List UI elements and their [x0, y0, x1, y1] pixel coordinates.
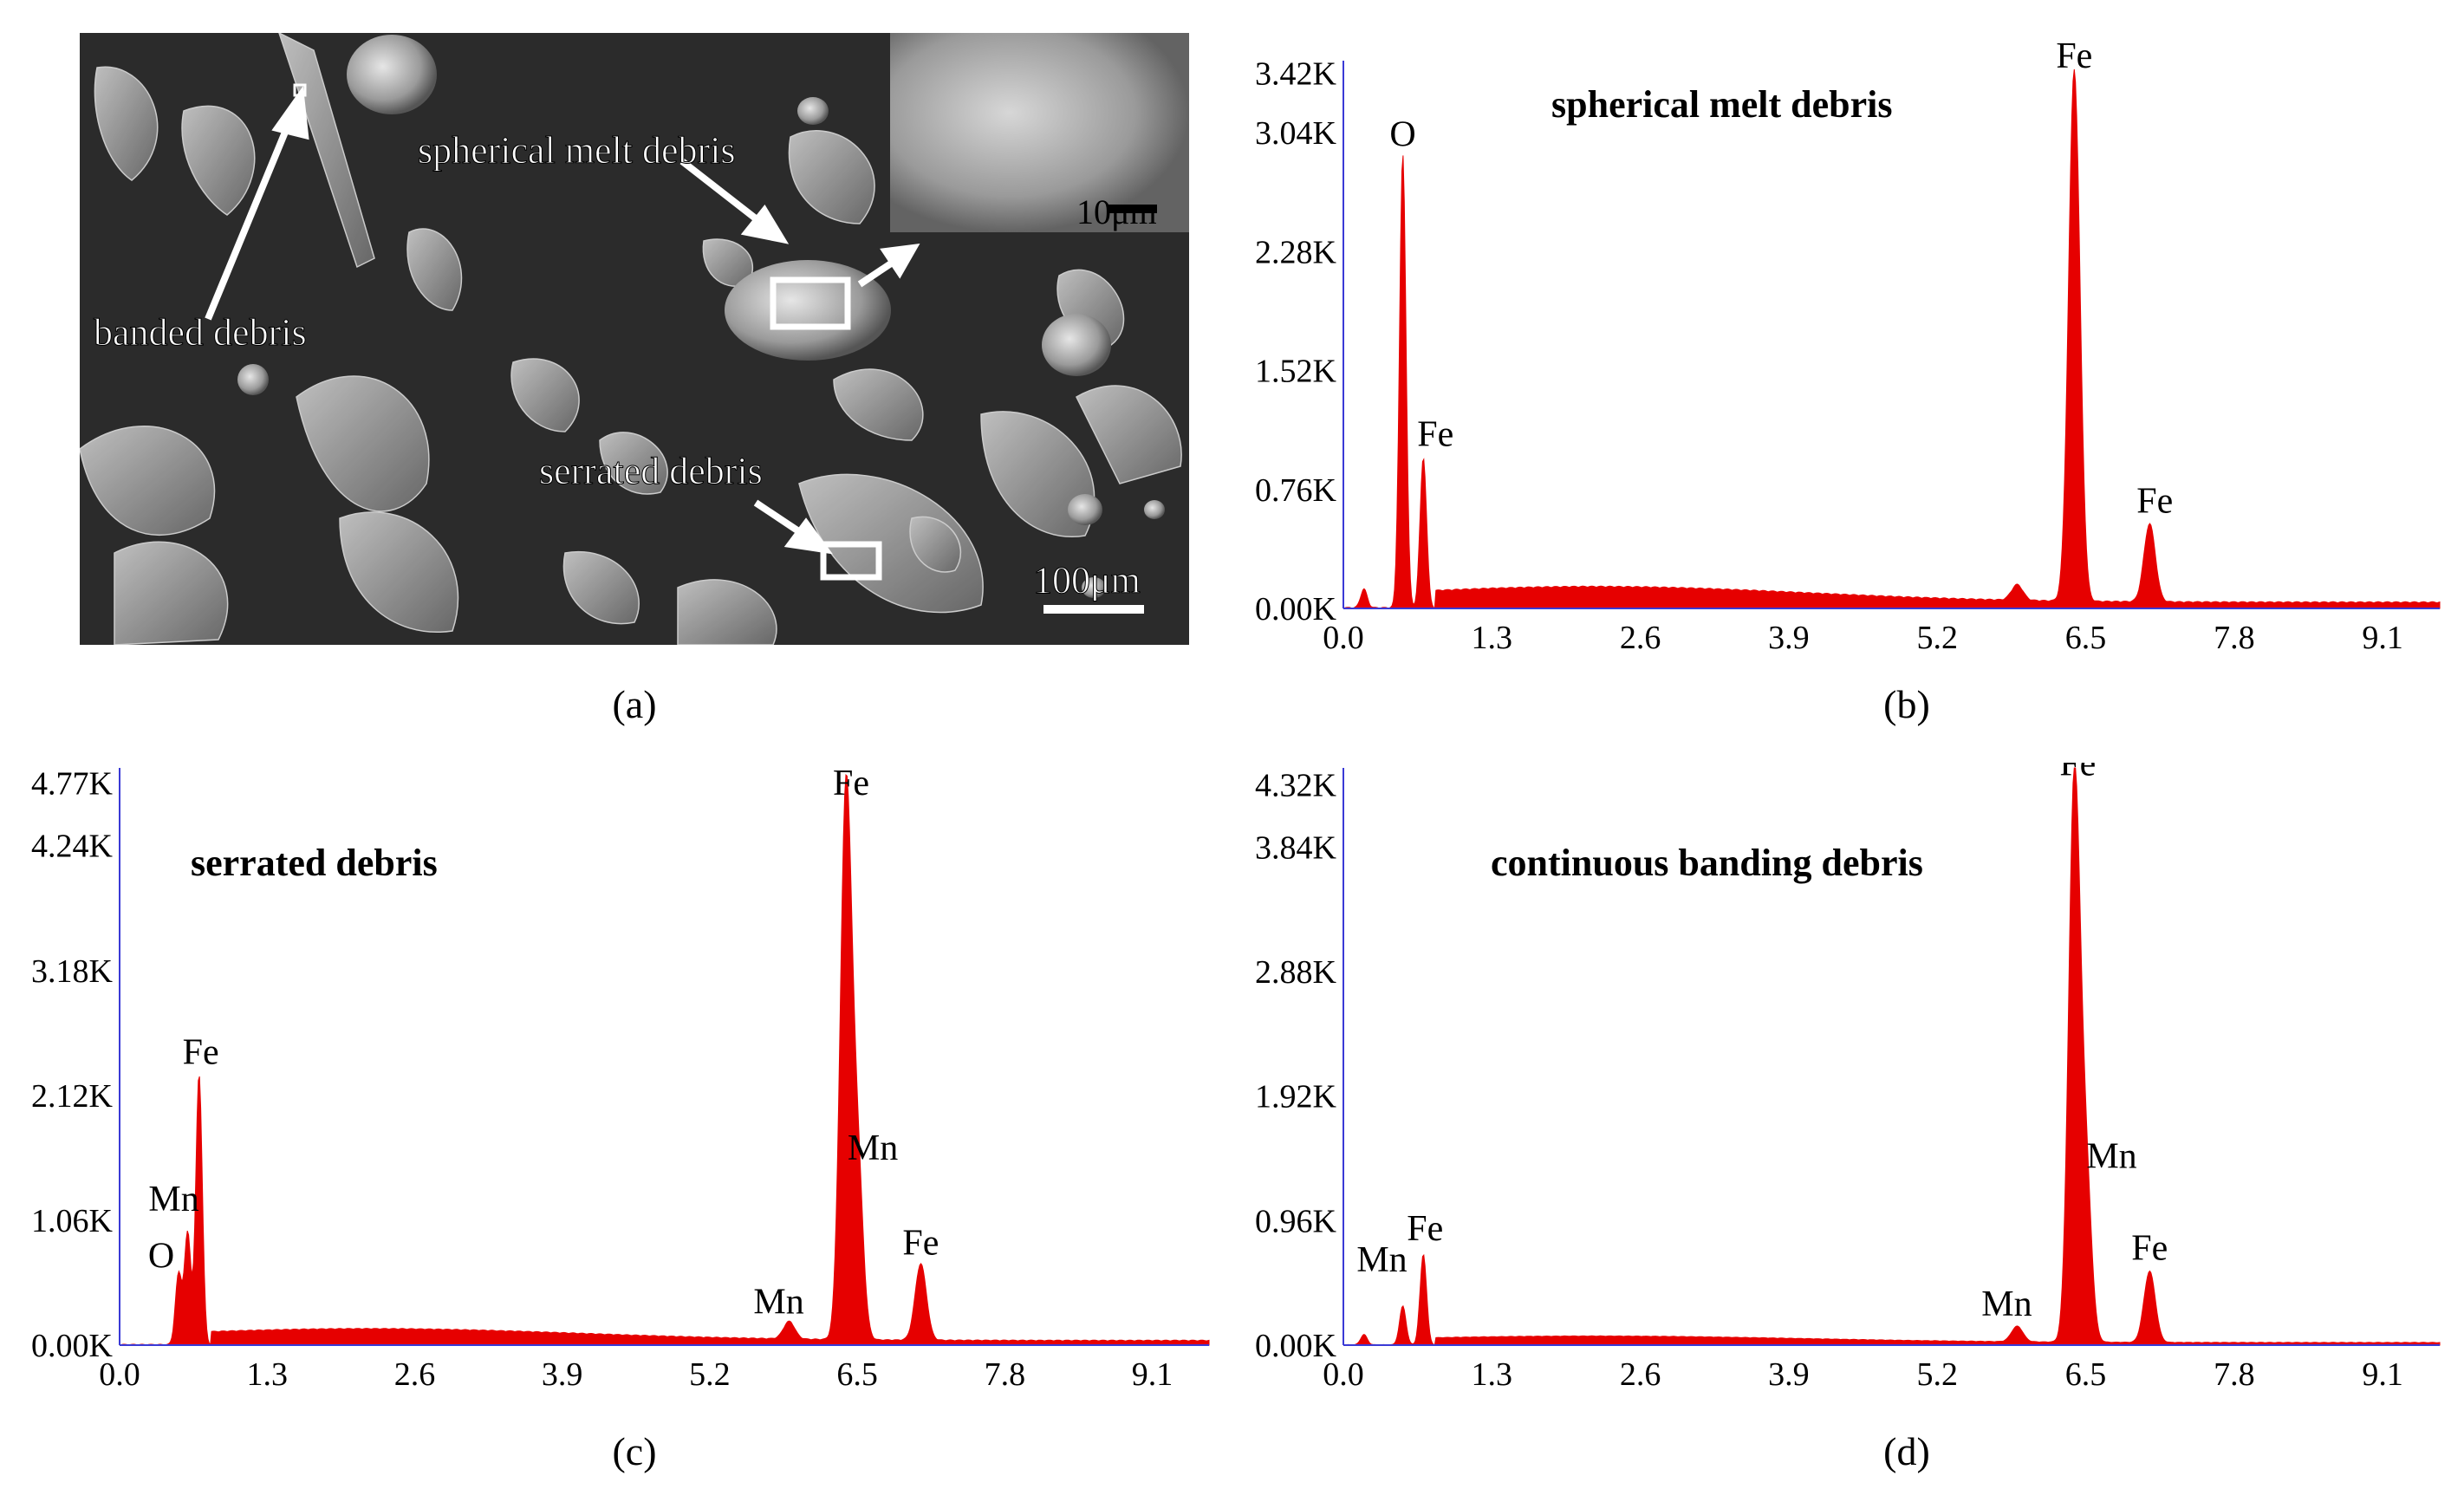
sem-micrograph: spherical melt debris banded debris serr… — [80, 33, 1189, 645]
peak-label: Fe — [902, 1224, 939, 1264]
peak-label: Mn — [1356, 1240, 1407, 1280]
sem-image: spherical melt debris banded debris serr… — [80, 33, 1189, 645]
peak-label: Fe — [1407, 1209, 1443, 1249]
serrated-selection-box — [820, 541, 882, 581]
x-tick-label: 7.8 — [2214, 1356, 2255, 1393]
x-tick-label: 0.0 — [1323, 620, 1364, 656]
x-tick-label: 2.6 — [1620, 620, 1661, 656]
chart-title: spherical melt debris — [1551, 83, 1893, 126]
peak-label: Mn — [1981, 1284, 2032, 1324]
debris-fragments — [80, 33, 1182, 645]
x-tick-label: 6.5 — [836, 1356, 878, 1393]
spherical-selection-box — [770, 276, 851, 330]
x-tick-label: 1.3 — [1472, 620, 1513, 656]
y-tick-label: 4.24K — [31, 829, 114, 865]
inset-scalebar — [1107, 205, 1157, 213]
y-tick-label: 3.42K — [1255, 55, 1337, 92]
y-tick-label: 1.92K — [1255, 1079, 1337, 1115]
y-tick-label: 3.84K — [1255, 829, 1337, 866]
caption-a: (a) — [612, 682, 657, 726]
x-tick-label: 2.6 — [394, 1356, 436, 1393]
y-tick-label: 3.18K — [31, 953, 114, 990]
x-tick-label: 7.8 — [2214, 620, 2255, 656]
spectrum-area — [1343, 68, 2441, 609]
spectrum-area — [1343, 767, 2441, 1346]
peak-label: Fe — [2136, 482, 2173, 522]
y-tick-label: 2.88K — [1255, 954, 1337, 991]
peak-label: Mn — [148, 1180, 198, 1219]
peak-label: Fe — [183, 1032, 219, 1072]
x-tick-label: 3.9 — [1768, 1356, 1810, 1393]
chart-title: serrated debris — [191, 842, 438, 884]
peak-label: Fe — [2131, 1229, 2168, 1269]
y-tick-label: 0.00K — [1255, 591, 1337, 627]
y-tick-label: 0.00K — [31, 1328, 114, 1364]
x-tick-label: 3.9 — [1768, 620, 1810, 656]
main-scalebar — [1043, 605, 1144, 614]
chart-title: continuous banding debris — [1491, 842, 1923, 884]
spectrum-chart-b: 0.0 1.3 2.6 3.9 5.2 6.5 7.8 9.1 0.00K 0.76K 1.52K 2… — [1255, 36, 2441, 656]
x-tick-label: 2.6 — [1620, 1356, 1661, 1393]
x-tick-label: 1.3 — [246, 1356, 288, 1393]
y-tick-label: 1.52K — [1255, 354, 1337, 390]
y-tick-label: 0.96K — [1255, 1203, 1337, 1239]
annotation-arrows — [205, 86, 920, 555]
x-tick-label: 7.8 — [985, 1356, 1026, 1393]
peak-label: Mn — [2086, 1136, 2136, 1176]
x-tick-label: 9.1 — [2362, 620, 2403, 656]
y-tick-label: 2.28K — [1255, 234, 1337, 270]
x-tick-label: 5.2 — [1916, 1356, 1958, 1393]
peak-label: O — [1389, 114, 1415, 154]
peak-label: Fe — [1417, 415, 1453, 455]
x-tick-label: 1.3 — [1472, 1356, 1513, 1393]
x-tick-label: 5.2 — [689, 1356, 731, 1393]
y-tick-label: 1.06K — [31, 1203, 114, 1239]
caption-d: (d) — [1883, 1429, 1930, 1473]
peak-label: Mn — [848, 1128, 898, 1168]
y-tick-label: 0.76K — [1255, 472, 1337, 509]
spectrum-chart-d: 0.0 1.3 2.6 3.9 5.2 6.5 7.8 9.1 0.00K 0.96K 1.92K 2… — [1255, 763, 2441, 1393]
label-banded: banded debris — [94, 311, 307, 354]
label-spherical: spherical melt debris — [418, 129, 736, 172]
x-tick-label: 6.5 — [2065, 1356, 2107, 1393]
x-tick-label: 5.2 — [1916, 620, 1958, 656]
peak-label: Mn — [753, 1283, 803, 1323]
spectrum-chart-c: 0.0 1.3 2.6 3.9 5.2 6.5 7.8 9.1 0.00K 1.06K 2.12K 3… — [31, 764, 1210, 1393]
y-tick-label: 2.12K — [31, 1078, 114, 1115]
label-serrated: serrated debris — [539, 450, 763, 492]
x-tick-label: 3.9 — [542, 1356, 583, 1393]
sphere-particle — [347, 35, 437, 114]
x-tick-label: 0.0 — [1323, 1356, 1364, 1393]
peak-label: Fe — [833, 764, 869, 803]
peak-label: Fe — [2059, 763, 2096, 784]
x-tick-label: 0.0 — [99, 1356, 140, 1393]
y-tick-label: 0.00K — [1255, 1328, 1337, 1364]
spectrum-area — [119, 774, 1210, 1346]
y-tick-label: 3.04K — [1255, 115, 1337, 152]
caption-b: (b) — [1883, 682, 1930, 726]
caption-c: (c) — [612, 1429, 657, 1473]
label-main-scale: 100μm — [1033, 559, 1141, 601]
peak-label: O — [148, 1236, 174, 1276]
y-tick-label: 4.77K — [31, 766, 114, 803]
y-tick-label: 4.32K — [1255, 767, 1337, 803]
melt-debris-particle — [725, 260, 891, 361]
label-inset-scale: 10μm — [1076, 192, 1157, 231]
x-tick-label: 9.1 — [1132, 1356, 1173, 1393]
x-tick-label: 6.5 — [2065, 620, 2107, 656]
x-tick-label: 9.1 — [2362, 1356, 2403, 1393]
peak-label: Fe — [2056, 36, 2092, 76]
